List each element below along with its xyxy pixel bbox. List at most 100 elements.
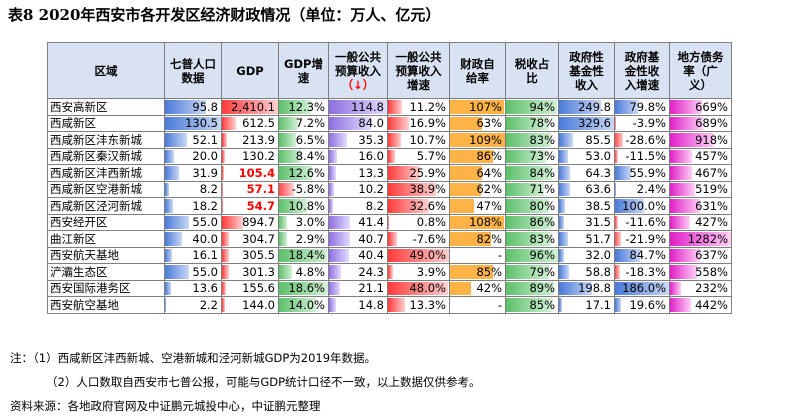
cell-value: 109%	[469, 132, 502, 147]
data-bar	[506, 199, 550, 213]
data-bar	[670, 116, 703, 130]
cell-value: 25.9%	[409, 165, 446, 180]
cell-value: -	[497, 297, 502, 312]
data-cell: 2,410.1	[221, 98, 279, 116]
data-bar	[388, 199, 429, 213]
data-cell: 16.1	[164, 246, 222, 264]
data-bar	[388, 248, 449, 262]
cell-value: 457%	[695, 149, 728, 164]
cell-value: 2,410.1	[231, 99, 275, 114]
cell-value: 64.3	[585, 165, 611, 180]
data-cell: 58.8	[558, 263, 615, 281]
data-bar	[559, 215, 565, 229]
data-cell: 13.6	[164, 279, 222, 297]
data-bar	[388, 116, 410, 130]
cell-value: 108%	[469, 215, 502, 230]
data-bar	[670, 182, 695, 196]
table-row: 西安国际港务区 13.6 155.6 18.6% 21.1 48.0% 42% 89% 198.…	[47, 279, 732, 297]
cell-value: 198.8	[578, 281, 611, 296]
cell-value: 16.9%	[409, 116, 446, 131]
cell-value: 8.2	[199, 182, 218, 197]
cell-value: -3.9%	[632, 116, 666, 131]
data-bar	[506, 281, 555, 295]
footnote-2: （2）人口数取自西安市七普公报，可能与GDP统计口径不一致，以上数据仅供参考。	[46, 375, 481, 389]
data-cell: 2.9%	[278, 230, 329, 248]
data-bar	[450, 116, 482, 130]
cell-value: 40.7	[358, 231, 384, 246]
data-cell: 10.7%	[387, 131, 450, 149]
data-bar	[559, 265, 569, 279]
data-bar	[506, 166, 552, 180]
data-cell: 51.7	[558, 230, 615, 248]
data-cell: 3.9%	[387, 263, 450, 281]
data-cell: 42%	[449, 279, 506, 297]
data-bar	[279, 116, 298, 130]
data-cell: 85.5	[558, 131, 615, 149]
cell-value: 11.2%	[409, 99, 446, 114]
table-row: 西咸新区秦汉新城 20.0 130.2 8.4% 16.0 5.7% 86% 73% 53.0-…	[47, 147, 732, 165]
data-cell: 84.0	[328, 114, 388, 132]
cell-value: 57.1	[246, 182, 275, 197]
data-cell: 12.6%	[278, 164, 329, 182]
data-bar	[165, 215, 189, 229]
header-line: GDP增	[284, 56, 323, 71]
cell-value: -	[497, 248, 502, 263]
data-cell: 63%	[449, 114, 506, 132]
cell-value: 12.3%	[288, 99, 325, 114]
data-cell: 13.3%	[387, 296, 450, 314]
row-region-name: 曲江新区	[47, 230, 165, 248]
header-line: 预算收入	[335, 63, 381, 78]
cell-value: 89%	[529, 281, 555, 296]
data-bar	[670, 281, 682, 295]
data-cell: 24.3	[328, 263, 388, 281]
data-bar	[329, 199, 334, 213]
data-bar	[506, 248, 558, 262]
header-line: 比	[526, 70, 538, 85]
column-header-6: 财政自 给率	[449, 42, 506, 99]
data-bar	[279, 100, 312, 114]
data-bar	[165, 149, 174, 163]
data-bar	[222, 298, 226, 312]
cell-value: 58.8	[585, 264, 611, 279]
cell-value: 186.0%	[622, 281, 666, 296]
data-cell: 84%	[505, 164, 559, 182]
row-region-name: 西咸新区空港新城	[47, 180, 165, 198]
data-cell: 442%	[669, 296, 732, 314]
cell-value: 5.7%	[416, 149, 446, 164]
table-row: 曲江新区 40.0 304.7 2.9% 40.7 -7.6% 82% 83% 51.7 -21.…	[47, 230, 732, 248]
data-cell: 8.2	[328, 197, 388, 215]
data-cell: 64%	[449, 164, 506, 182]
data-cell: 85%	[449, 263, 506, 281]
cell-value: 612.5	[242, 116, 275, 131]
data-bar	[615, 265, 621, 279]
data-bar	[388, 215, 390, 229]
data-bar	[506, 149, 546, 163]
data-cell: 918%	[669, 131, 732, 149]
cell-value: -18.3%	[625, 264, 666, 279]
data-bar	[279, 215, 287, 229]
data-bar	[279, 232, 287, 246]
cell-value: 84.7%	[629, 248, 666, 263]
data-cell: -	[449, 246, 506, 264]
data-cell: 186.0%	[614, 279, 670, 297]
data-cell: 40.4	[328, 246, 388, 264]
row-region-name: 西咸新区泾河新城	[47, 197, 165, 215]
cell-value: 14.8	[358, 297, 384, 312]
cell-value: 83%	[529, 231, 555, 246]
data-cell: 79%	[505, 263, 559, 281]
cell-value: 3.0%	[295, 215, 325, 230]
data-bar	[506, 298, 553, 312]
data-bar	[279, 281, 328, 295]
data-cell: 31.5	[558, 213, 615, 231]
cell-value: 107%	[469, 99, 502, 114]
data-cell: 40.7	[328, 230, 388, 248]
data-bar	[670, 248, 701, 262]
table-row: 西咸新区泾河新城 18.2 54.7 10.8% 8.2 32.6% 47% 80% 38.5 1…	[47, 197, 732, 215]
table-title: 表8 2020年西安市各开发区经济财政情况（单位：万人、亿元）	[8, 6, 441, 24]
data-cell: 47%	[449, 197, 506, 215]
data-cell: 86%	[449, 147, 506, 165]
cell-value: 18.4%	[288, 248, 325, 263]
column-header-2: GDP	[221, 42, 279, 99]
cell-value: 6.5%	[295, 132, 325, 147]
data-cell: -3.9%	[614, 114, 670, 132]
